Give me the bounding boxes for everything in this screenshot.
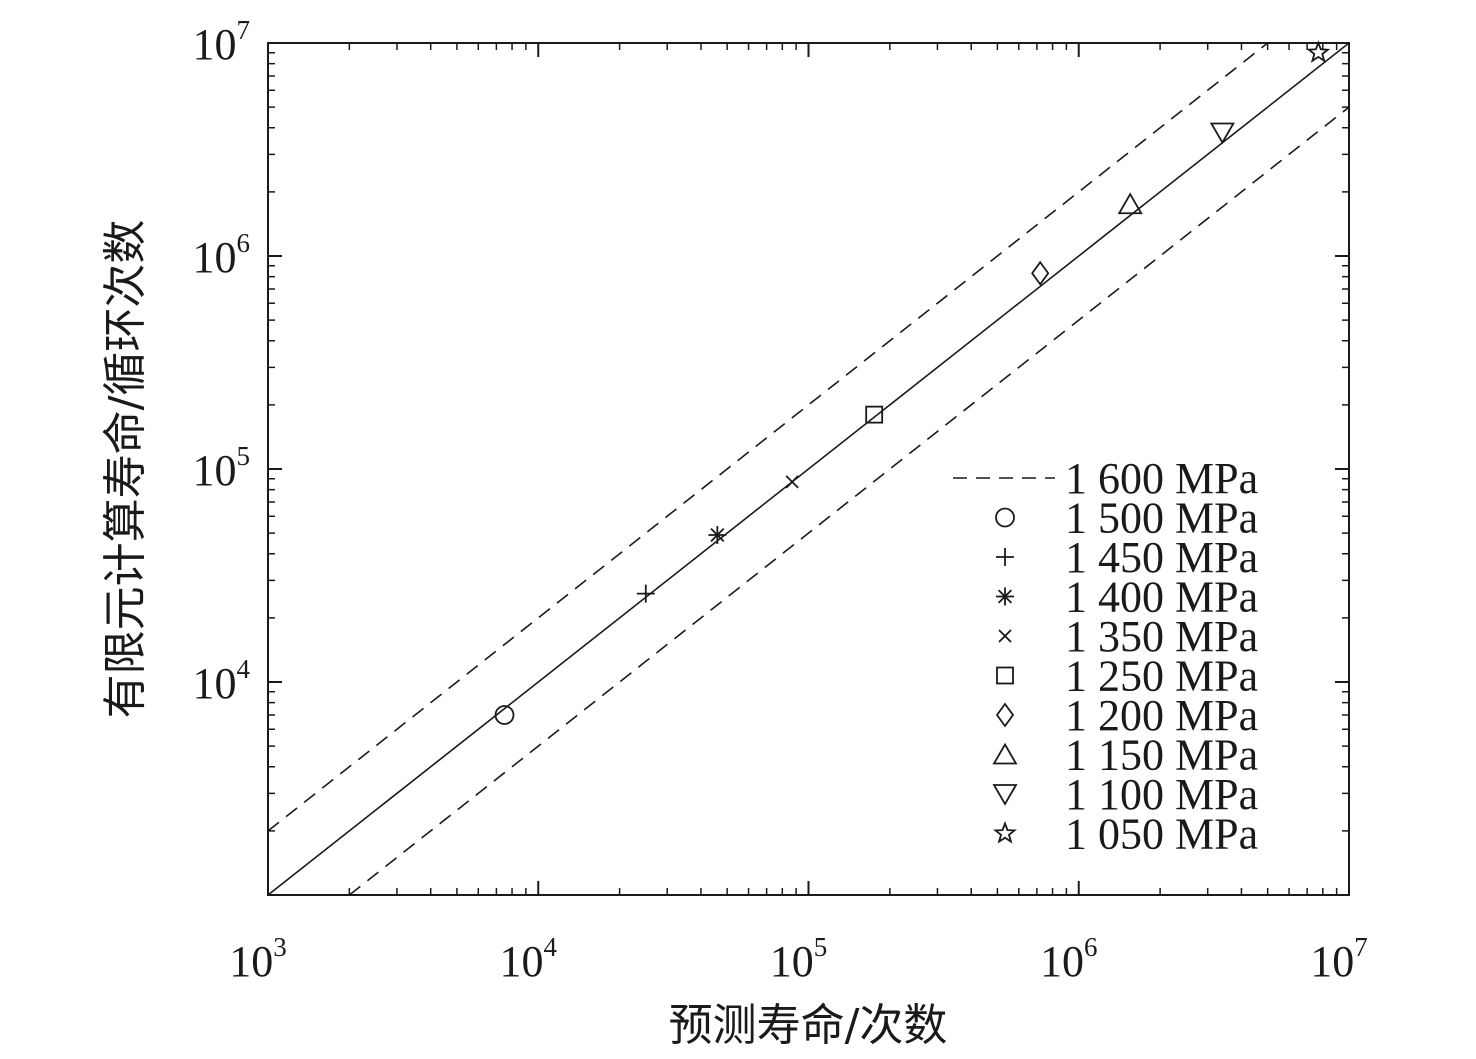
y-tick-label-exponent: 6 (237, 228, 251, 258)
y-tick-label-base: 10 (193, 233, 237, 282)
legend-swatch-triangle-down (992, 784, 1018, 806)
data-point-square (865, 405, 884, 424)
x-tick-label-base: 10 (500, 937, 544, 986)
x-tick-label-exponent: 5 (814, 932, 828, 962)
legend-swatch-cross (998, 629, 1012, 643)
data-markers (494, 40, 1331, 725)
reference-line-dashed (267, 42, 1269, 832)
x-tick-label-base: 10 (1040, 937, 1084, 986)
legend-swatch-plus (996, 548, 1014, 566)
x-tick-label-exponent: 4 (544, 932, 558, 962)
reference-line-solid (267, 42, 1350, 896)
legend-swatch-square (996, 666, 1014, 685)
x-tick-label-exponent: 7 (1354, 932, 1368, 962)
y-tick-label-exponent: 7 (237, 15, 251, 45)
x-tick-label: 105 (770, 932, 828, 986)
data-point-diamond (1031, 260, 1050, 286)
legend-label: 1 500 MPa (1065, 494, 1258, 543)
reference-line-dashed (348, 106, 1350, 896)
x-tick-labels: 103 104 105 106 107 (229, 932, 1368, 986)
x-tick-label: 107 (1310, 932, 1368, 986)
legend-label: 1 450 MPa (1065, 533, 1258, 582)
x-tick-label-exponent: 6 (1084, 932, 1098, 962)
y-axis-title: 有限元计算寿命/循环次数 (100, 220, 151, 719)
legend-label: 1 400 MPa (1065, 573, 1258, 622)
data-point-asterisk (708, 525, 727, 544)
legend-label: 1 100 MPa (1065, 770, 1258, 819)
y-tick-label: 106 (193, 228, 251, 282)
legend-label: 1 150 MPa (1065, 731, 1258, 780)
y-tick-label-base: 10 (193, 659, 237, 708)
legend-label: 1 350 MPa (1065, 612, 1258, 661)
legend-swatch-star (993, 820, 1017, 844)
legend-label: 1 200 MPa (1065, 691, 1258, 740)
legend-swatch-triangle-up (992, 742, 1018, 765)
x-tick-label: 104 (500, 932, 558, 986)
y-tick-label-base: 10 (193, 20, 237, 69)
data-point-triangle-down (1209, 122, 1235, 145)
legend-label: 1 050 MPa (1065, 810, 1258, 859)
legend-label: 1 250 MPa (1065, 652, 1258, 701)
data-point-circle (494, 705, 515, 725)
legend-swatch-asterisk (996, 587, 1014, 606)
x-tick-label-exponent: 3 (273, 932, 287, 962)
major-ticks (267, 42, 1350, 896)
y-tick-label-exponent: 4 (237, 654, 251, 684)
y-tick-label-base: 10 (193, 446, 237, 495)
x-tick-label: 103 (229, 932, 287, 986)
reference-lines (267, 42, 1350, 896)
legend-swatch-circle (995, 507, 1015, 528)
x-tick-label-base: 10 (1310, 937, 1354, 986)
x-tick-label-base: 10 (770, 937, 814, 986)
y-tick-label: 105 (193, 441, 251, 495)
x-tick-label: 106 (1040, 932, 1098, 986)
data-point-star (1306, 40, 1331, 63)
data-point-cross (785, 475, 799, 489)
y-tick-label: 104 (193, 654, 251, 708)
y-tick-label-exponent: 5 (237, 441, 251, 471)
y-tick-label: 107 (193, 15, 251, 69)
data-point-triangle-up (1117, 192, 1143, 215)
x-tick-label-base: 10 (229, 937, 273, 986)
legend-swatch-diamond (995, 702, 1015, 728)
data-point-plus (636, 584, 655, 603)
legend-label: 1 600 MPa (1065, 454, 1258, 503)
x-axis-title: 预测寿命/次数 (669, 1000, 948, 1051)
